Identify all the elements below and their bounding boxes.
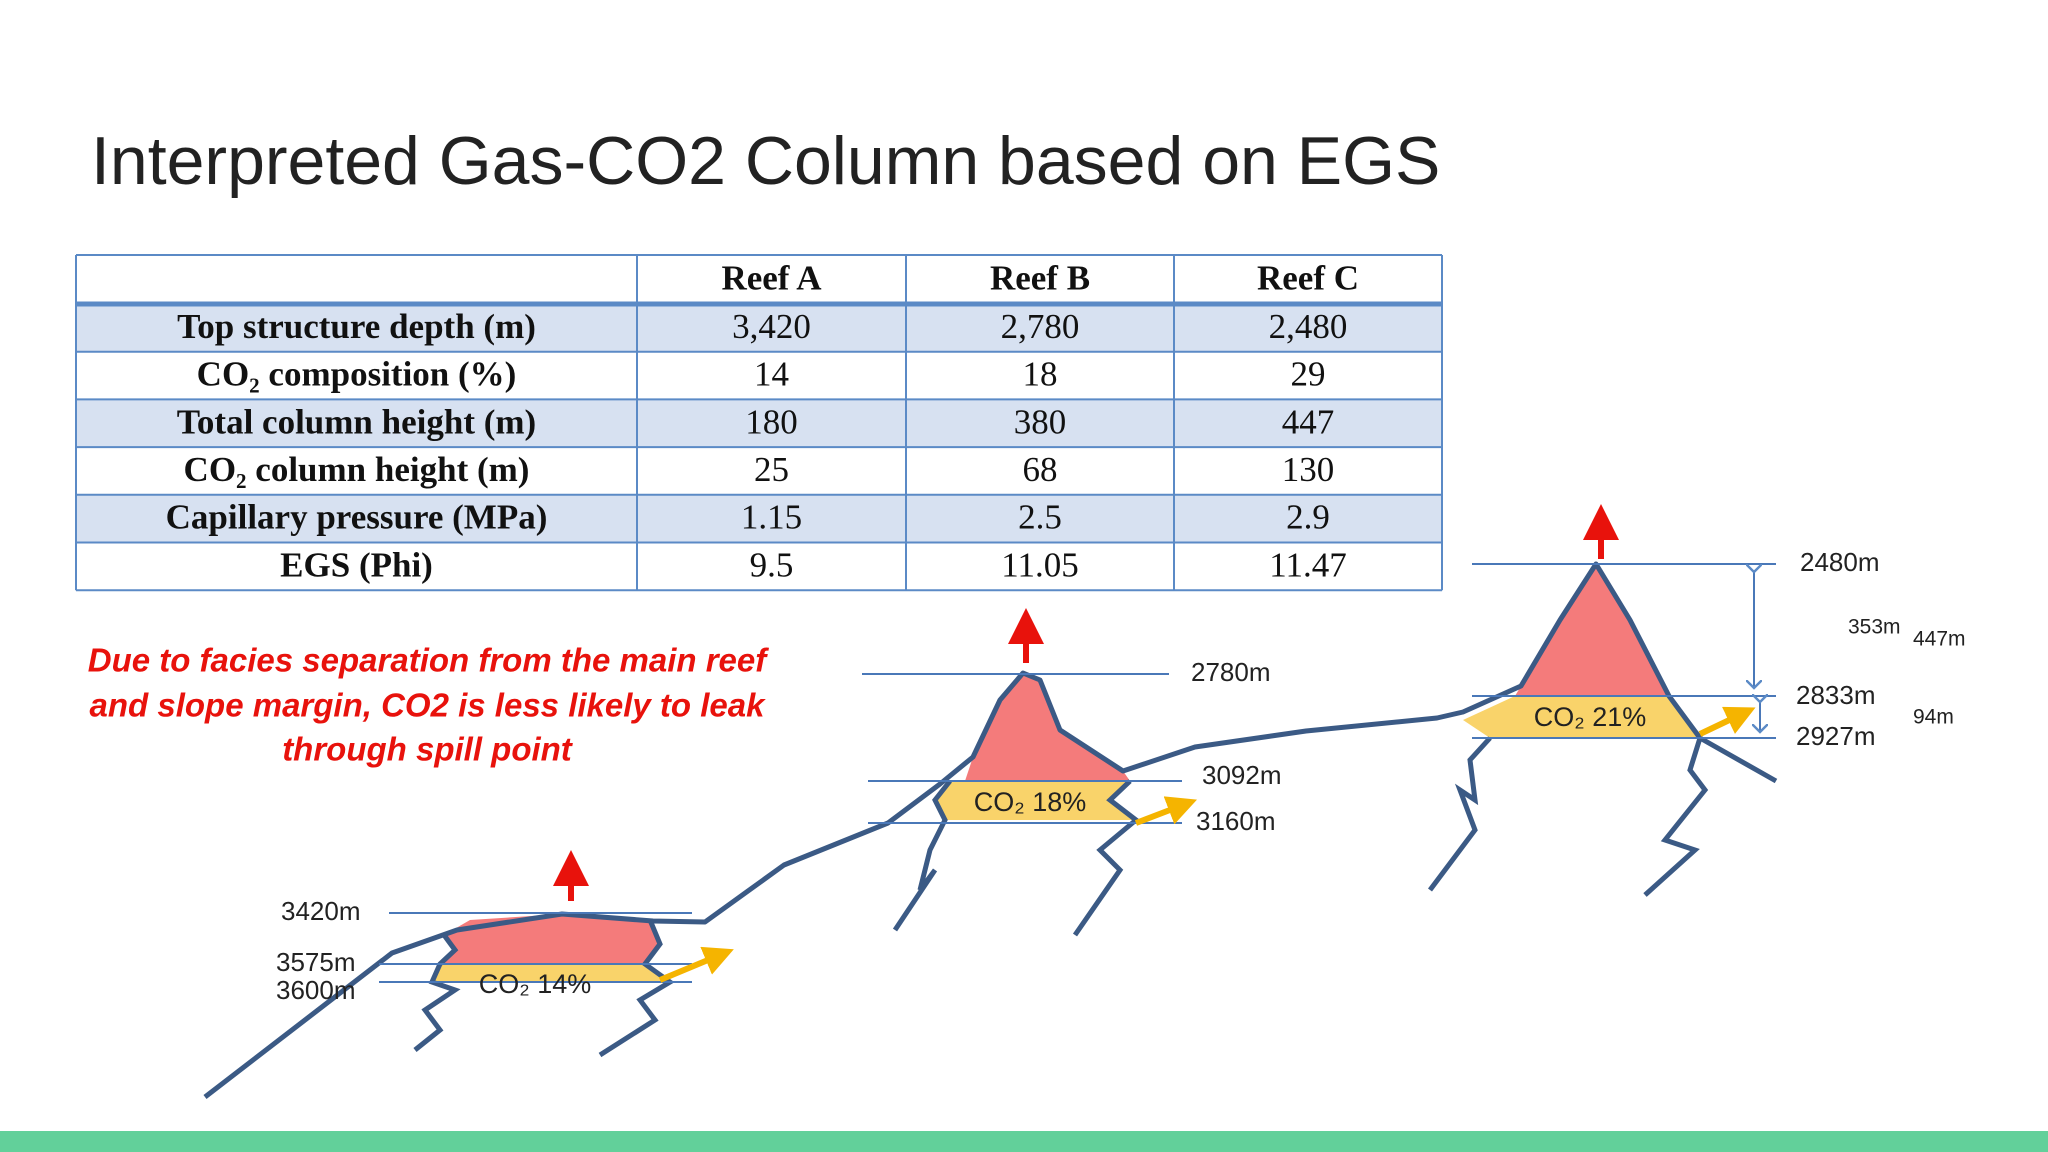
dimension-label: 447m xyxy=(1913,628,1966,651)
fault xyxy=(1072,779,1140,937)
depth-label: 2780m xyxy=(1191,657,1271,687)
table-cell: 9.5 xyxy=(750,545,794,584)
note: Due to facies separation from the main r… xyxy=(88,642,770,768)
fault xyxy=(413,933,461,1052)
column-header: Reef A xyxy=(721,259,822,298)
column-header: Reef C xyxy=(1257,259,1359,298)
co2-zone xyxy=(432,964,670,982)
slide-title: Interpreted Gas-CO2 Column based on EGS xyxy=(91,123,1440,199)
note-line: through spill point xyxy=(282,731,574,768)
table-cell: 180 xyxy=(745,402,798,441)
co2-label: CO₂ 21% xyxy=(1534,702,1647,732)
row-label: EGS (Phi) xyxy=(280,545,433,584)
table-cell: 25 xyxy=(754,450,789,489)
data-table: Reef A Reef B Reef C Top structure depth (m… xyxy=(75,254,1443,592)
co2-label: CO₂ 18% xyxy=(974,787,1087,817)
row-label: Top structure depth (m) xyxy=(177,307,536,346)
ground-line xyxy=(203,561,1778,1099)
cross-section: 3420m 3575m 3600m CO₂ 14% 2780m 3092m 31… xyxy=(203,504,1966,1099)
depth-label: 2833m xyxy=(1796,680,1876,710)
table-cell: 11.47 xyxy=(1269,545,1346,584)
co2-label: CO₂ 14% xyxy=(479,969,592,999)
table-cell: 3,420 xyxy=(732,307,811,346)
table-cell: 68 xyxy=(1023,450,1058,489)
row-background xyxy=(76,304,1442,352)
row-background xyxy=(76,399,1442,448)
row-label: CO₂ composition (%) xyxy=(197,355,517,394)
table-cell: 2.9 xyxy=(1286,498,1330,537)
co2-zone xyxy=(935,781,1136,820)
depth-label: 2480m xyxy=(1800,547,1880,577)
table-cell: 11.05 xyxy=(1001,545,1078,584)
footer-bar xyxy=(0,1131,2048,1152)
table-cell: 1.15 xyxy=(741,498,802,537)
column-header: Reef B xyxy=(990,259,1090,298)
gas-zone xyxy=(965,673,1130,781)
table-cell: 2.5 xyxy=(1018,498,1062,537)
depth-label: 3160m xyxy=(1196,806,1276,836)
fault xyxy=(1643,737,1709,897)
table-cell: 447 xyxy=(1282,402,1335,441)
dimension-label: 353m xyxy=(1848,616,1901,639)
gas-zone xyxy=(444,914,660,964)
dimension-label: 94m xyxy=(1913,706,1954,729)
row-label: CO₂ column height (m) xyxy=(184,450,530,489)
table-cell: 130 xyxy=(1282,450,1335,489)
table-cell: 14 xyxy=(754,355,789,394)
note-line: and slope margin, CO2 is less likely to … xyxy=(90,687,767,724)
note-line: Due to facies separation from the main r… xyxy=(88,642,770,679)
depth-label: 2927m xyxy=(1796,721,1876,751)
depth-label: 3092m xyxy=(1202,760,1282,790)
spill-arrow xyxy=(1134,796,1198,826)
gas-zone xyxy=(1515,564,1669,696)
table-cell: 380 xyxy=(1014,402,1067,441)
row-label: Total column height (m) xyxy=(177,402,536,441)
depth-label: 3420m xyxy=(281,896,361,926)
table-cell: 18 xyxy=(1023,355,1058,394)
depth-label: 3575m xyxy=(276,947,356,977)
row-background xyxy=(76,494,1442,543)
spill-arrow xyxy=(1698,706,1756,737)
row-label: Capillary pressure (MPa) xyxy=(166,498,548,537)
table-cell: 2,780 xyxy=(1001,307,1080,346)
depth-label: 3600m xyxy=(276,975,356,1005)
table-cell: 29 xyxy=(1291,355,1326,394)
spill-arrow xyxy=(658,946,734,983)
fault xyxy=(892,779,952,932)
co2-zone xyxy=(1463,696,1700,738)
fault xyxy=(1428,736,1492,892)
table-cell: 2,480 xyxy=(1269,307,1348,346)
